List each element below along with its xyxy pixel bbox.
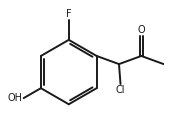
Text: O: O: [138, 25, 145, 35]
Text: Cl: Cl: [116, 85, 125, 95]
Text: F: F: [66, 9, 72, 19]
Text: OH: OH: [8, 93, 23, 103]
